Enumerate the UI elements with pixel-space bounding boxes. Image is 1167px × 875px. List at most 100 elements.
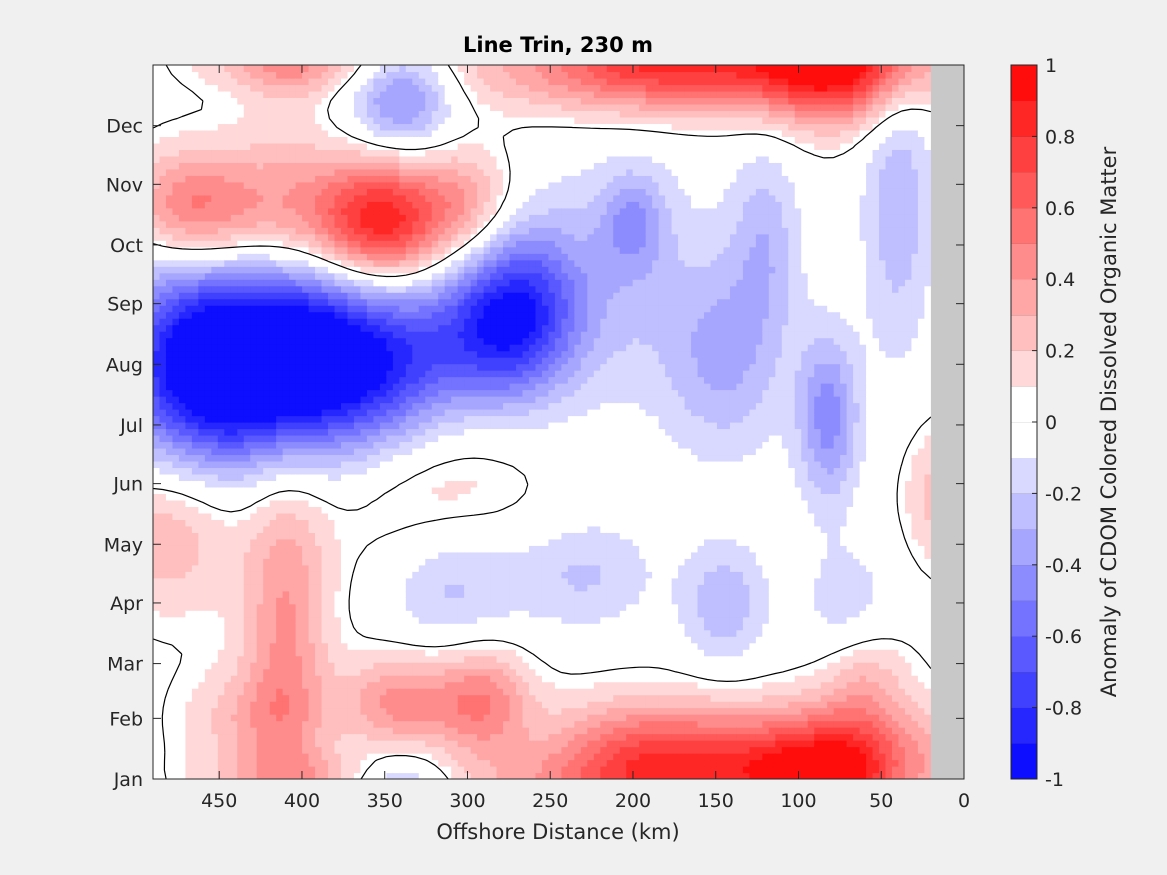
heatmap-cell xyxy=(230,175,238,183)
heatmap-cell xyxy=(308,162,316,170)
heatmap-cell xyxy=(353,383,362,391)
heatmap-cell xyxy=(418,331,426,339)
heatmap-cell xyxy=(172,473,180,482)
heatmap-cell xyxy=(295,240,303,248)
heatmap-cell xyxy=(211,564,219,572)
heatmap-cell xyxy=(405,272,413,280)
heatmap-cell xyxy=(405,337,413,345)
heatmap-cell xyxy=(328,694,336,702)
heatmap-cell xyxy=(153,655,161,663)
heatmap-cell xyxy=(315,279,323,287)
heatmap-cell xyxy=(153,240,161,248)
heatmap-cell xyxy=(224,383,232,391)
heatmap-cell xyxy=(224,363,232,371)
heatmap-cell xyxy=(263,207,271,215)
heatmap-cell xyxy=(405,402,413,410)
heatmap-cell xyxy=(328,331,336,339)
heatmap-cell xyxy=(204,168,212,176)
heatmap-cell xyxy=(360,110,368,118)
heatmap-cell xyxy=(198,71,206,79)
heatmap-cell xyxy=(230,65,238,73)
heatmap-cell xyxy=(373,506,381,514)
heatmap-cell xyxy=(217,740,225,748)
heatmap-cell xyxy=(159,123,167,131)
heatmap-cell xyxy=(289,363,297,371)
heatmap-cell xyxy=(392,331,400,339)
heatmap-cell xyxy=(269,642,277,650)
heatmap-cell xyxy=(425,363,433,371)
heatmap-cell xyxy=(159,162,167,170)
heatmap-cell xyxy=(334,636,342,644)
heatmap-cell xyxy=(379,727,387,735)
heatmap-cell xyxy=(347,597,355,605)
heatmap-cell xyxy=(353,460,362,469)
heatmap-cell xyxy=(172,564,180,572)
heatmap-cell xyxy=(217,357,225,365)
heatmap-cell xyxy=(178,214,187,222)
heatmap-cell xyxy=(347,727,355,735)
heatmap-cell xyxy=(425,746,433,754)
heatmap-cell xyxy=(217,350,225,358)
heatmap-cell xyxy=(315,344,323,352)
heatmap-cell xyxy=(295,759,303,767)
heatmap-cell xyxy=(243,383,251,391)
heatmap-cell xyxy=(153,422,161,430)
heatmap-cell xyxy=(282,376,290,384)
heatmap-cell xyxy=(412,629,420,637)
heatmap-cell xyxy=(263,188,271,196)
heatmap-cell xyxy=(159,220,167,228)
heatmap-cell xyxy=(386,370,394,378)
heatmap-cell xyxy=(373,227,381,235)
heatmap-cell xyxy=(386,759,394,767)
heatmap-cell xyxy=(308,681,316,689)
heatmap-cell xyxy=(153,65,161,73)
heatmap-cell xyxy=(153,551,161,559)
heatmap-cell xyxy=(237,149,245,157)
heatmap-cell xyxy=(289,759,297,767)
heatmap-cell xyxy=(191,227,199,235)
heatmap-cell xyxy=(178,363,187,371)
heatmap-cell xyxy=(159,376,167,384)
heatmap-cell xyxy=(230,149,238,157)
heatmap-cell xyxy=(308,636,316,644)
heatmap-cell xyxy=(198,597,206,605)
heatmap-cell xyxy=(392,577,400,585)
heatmap-cell xyxy=(360,525,368,533)
heatmap-cell xyxy=(438,753,446,761)
heatmap-cell xyxy=(321,220,329,228)
heatmap-cell xyxy=(425,688,433,696)
heatmap-cell xyxy=(379,389,387,397)
heatmap-cell xyxy=(198,434,206,443)
heatmap-cell xyxy=(353,136,362,144)
heatmap-cell xyxy=(230,441,238,449)
heatmap-cell xyxy=(379,486,387,494)
heatmap-cell xyxy=(172,753,180,761)
heatmap-cell xyxy=(321,707,329,715)
heatmap-cell xyxy=(250,662,258,670)
heatmap-cell xyxy=(379,577,387,585)
heatmap-cell xyxy=(386,77,394,86)
heatmap-cell xyxy=(191,538,199,546)
heatmap-cell xyxy=(185,240,193,248)
heatmap-cell xyxy=(243,532,251,540)
heatmap-cell xyxy=(165,214,174,222)
heatmap-cell xyxy=(405,584,413,592)
heatmap-cell xyxy=(334,545,342,553)
heatmap-cell xyxy=(276,662,284,670)
heatmap-cell xyxy=(308,714,316,722)
heatmap-cell xyxy=(153,337,161,345)
heatmap-cell xyxy=(204,668,212,676)
heatmap-cell xyxy=(360,551,368,559)
heatmap-cell xyxy=(399,357,407,365)
heatmap-cell xyxy=(347,123,355,131)
heatmap-cell xyxy=(425,168,433,176)
heatmap-cell xyxy=(392,694,400,702)
heatmap-cell xyxy=(269,136,277,144)
heatmap-cell xyxy=(269,65,277,73)
heatmap-cell xyxy=(159,460,167,469)
heatmap-cell xyxy=(444,493,452,501)
heatmap-cell xyxy=(302,571,310,579)
heatmap-cell xyxy=(340,116,349,125)
heatmap-cell xyxy=(178,545,187,553)
heatmap-cell xyxy=(321,350,329,358)
